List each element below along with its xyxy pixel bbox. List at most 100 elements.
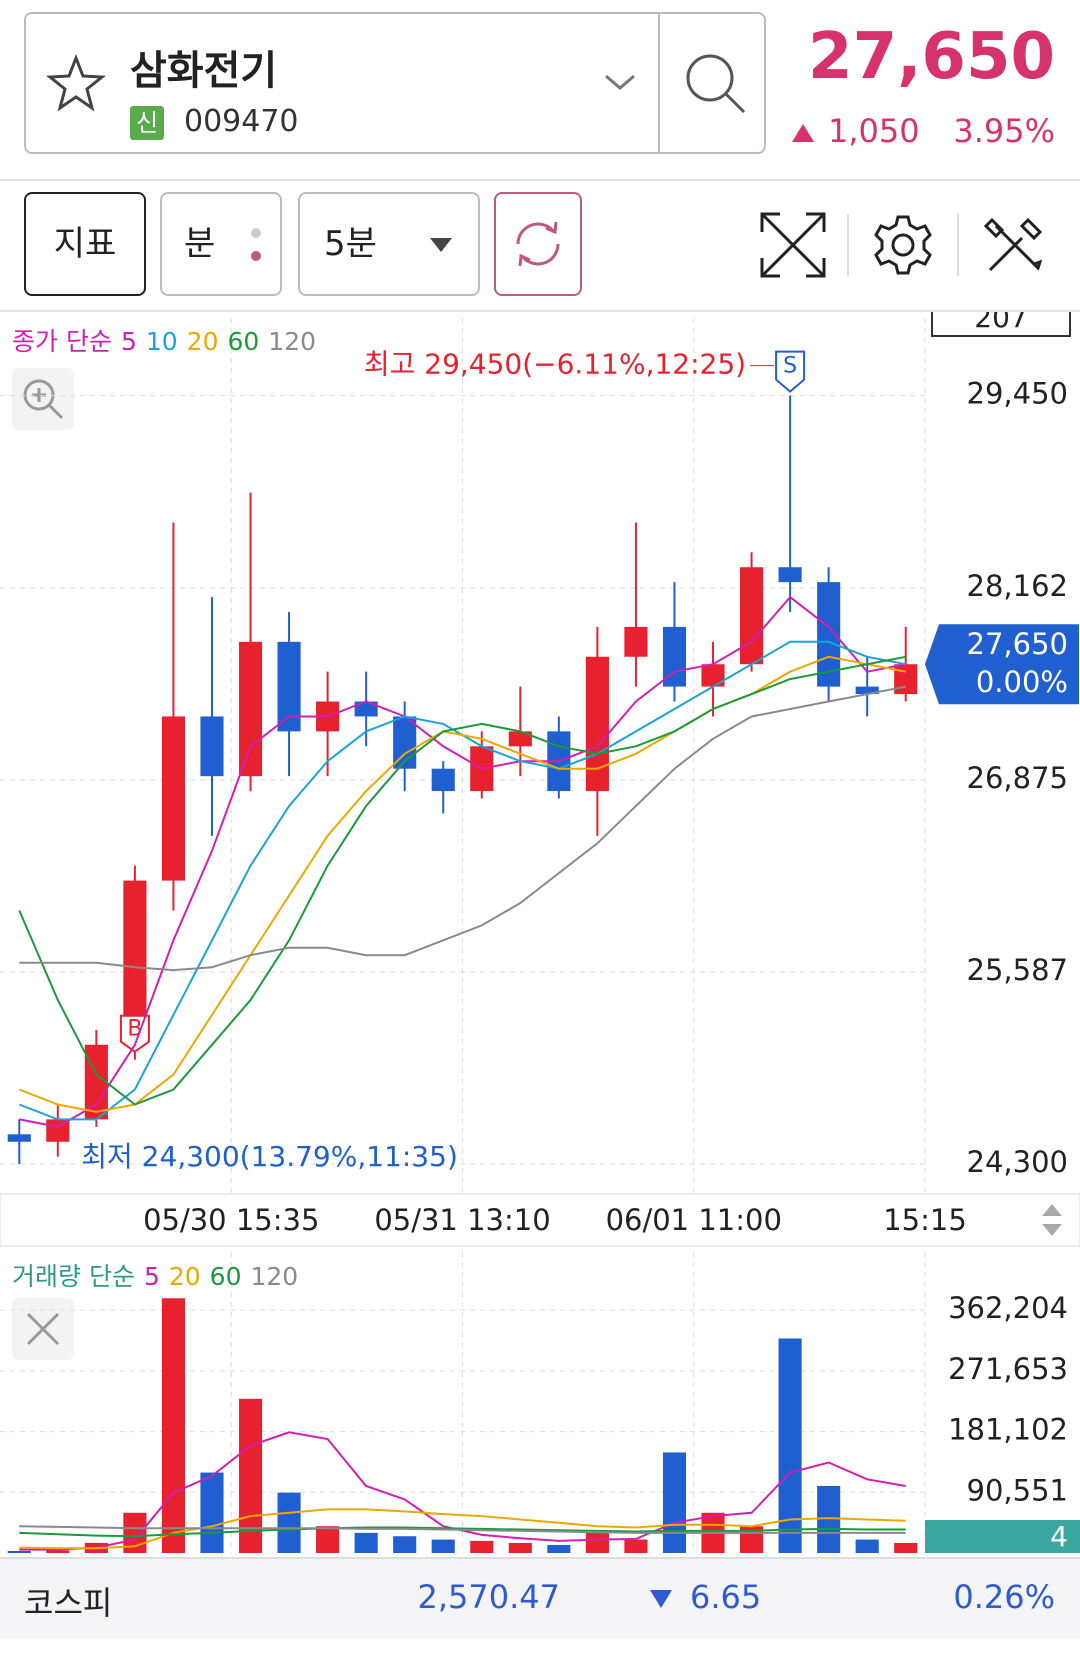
settings-button[interactable] [870,212,936,278]
legend-entry: 120 [250,1262,298,1291]
candle-body [431,768,455,792]
legend-entry: 20 [169,1262,201,1291]
candle-body [740,567,764,665]
price-change: 1,050 [828,112,920,150]
x-tick-label: 05/30 15:35 [143,1203,319,1237]
last-value-box [925,1520,1080,1553]
ma-line [18,655,906,1113]
y-tick-label: 181,102 [948,1413,1068,1447]
zoom-icon[interactable] [12,368,74,430]
current-price-label: 27,650 [967,627,1068,661]
candle-body [161,716,185,881]
scroll-arrows[interactable] [1042,1204,1062,1236]
volume-bar [855,1539,879,1553]
ma-line [18,655,906,1106]
refresh-button[interactable] [494,192,582,296]
period-box [931,312,1071,337]
legend-entry: 20 [187,327,219,356]
candle-body [585,656,609,792]
legend-entry: 120 [268,327,316,356]
refresh-icon [516,221,560,267]
candle-body [894,664,918,695]
candle-body [508,731,532,747]
candle-body [354,701,378,717]
candle-body [778,567,802,583]
volume-bar [7,1550,31,1553]
divider [0,310,1080,312]
legend-entry: 10 [146,327,178,356]
legend-entry: 60 [227,327,259,356]
minute-button[interactable]: 분 [160,192,282,296]
volume-bar [277,1492,301,1553]
candle-body [701,664,725,687]
index-bar[interactable] [0,1557,1080,1639]
candle-body [624,626,648,657]
indicator-button[interactable]: 지표 [24,192,146,296]
close-volume-icon[interactable] [12,1298,74,1360]
chart-area: 207 24,300 25,587 26,875 28,162 29,450 05/30 … [0,312,1080,1553]
interval-caret [430,238,452,252]
favorite-star[interactable] [46,54,106,114]
y-tick-label: 25,587 [967,953,1068,987]
sell-marker-shape [775,350,806,393]
up-arrow [792,124,814,142]
dropdown-chevron[interactable] [602,70,638,94]
volume-bar [238,1398,263,1553]
tools-button[interactable] [982,212,1048,278]
fullscreen-button[interactable] [758,210,828,280]
y-tick-label: 28,162 [967,569,1068,603]
volume-bar [123,1512,147,1553]
volume-bar [778,1338,802,1553]
time-axis-strip [0,1193,1080,1247]
legend-prefix: 종가 단순 [12,327,112,356]
y-tick-label: 271,653 [948,1352,1068,1386]
y-tick-label: 90,551 [967,1473,1068,1507]
candle-body [855,686,879,695]
y-tick-label: 24,300 [967,1145,1068,1179]
legend-prefix: 거래량 단순 [12,1262,135,1291]
volume-bar [46,1550,70,1553]
period-count: 207 [974,312,1027,334]
market-badge: 신 [130,106,164,140]
price-change-pct: 3.95% [953,112,1055,150]
divider [957,214,959,276]
stock-code: 009470 [184,104,299,139]
minute-dots [251,228,261,261]
ma-line [19,595,906,1128]
index-value: 2,570.47 [417,1578,561,1616]
legend-entry: 5 [144,1262,160,1291]
volume-bar [547,1544,571,1553]
y-tick-label: 26,875 [967,761,1068,795]
volume-bar [894,1542,918,1553]
volume-bar [316,1526,340,1553]
candle-body [7,1134,31,1142]
index-change: 6.65 [690,1578,762,1616]
volume-bar [200,1472,224,1553]
volume-bar [393,1536,417,1553]
ma-line [19,1526,906,1538]
y-tick-label: 29,450 [967,377,1068,411]
stock-search-box[interactable] [24,12,766,154]
candle-body [817,582,841,687]
stock-name: 삼화전기 [130,48,278,94]
current-price: 27,650 [808,20,1055,94]
volume-bar [817,1485,841,1553]
candle-body [277,641,301,732]
volume-bar [508,1542,532,1553]
search-button[interactable] [680,48,750,118]
volume-bar [470,1540,494,1553]
high-label: 최고 29,450(−6.11%,12:25) [364,348,746,381]
interval-select[interactable]: 5분 [298,192,480,296]
y-tick-label: 362,204 [948,1291,1068,1325]
volume-bar [624,1539,648,1553]
x-tick-label: 15:15 [883,1203,967,1237]
legend-entry: 5 [121,327,137,356]
x-tick-label: 06/01 11:00 [606,1203,782,1237]
volume-bar [161,1298,185,1553]
ma-line [19,1525,906,1534]
low-label: 최저 24,300(13.79%,11:35) [81,1140,458,1173]
index-name: 코스피 [24,1584,113,1622]
volume-bar [431,1539,455,1553]
divider [0,179,1080,181]
